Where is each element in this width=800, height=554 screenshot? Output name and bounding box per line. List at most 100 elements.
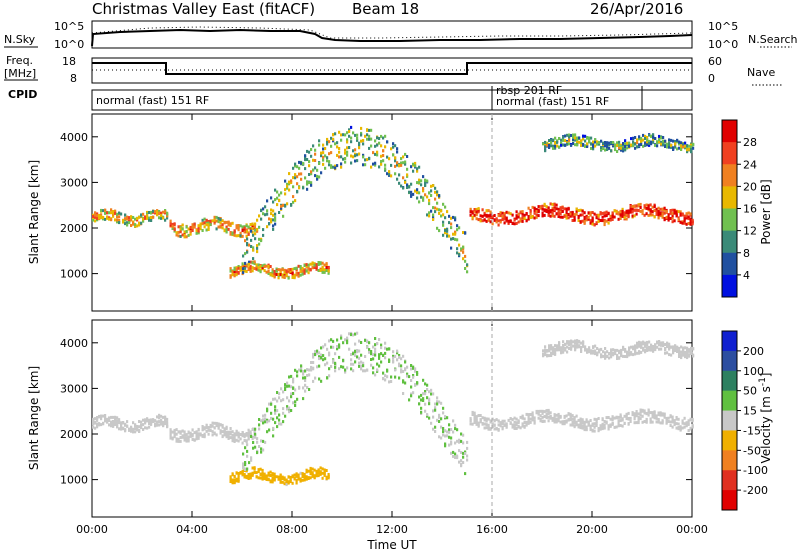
data-cell (586, 136, 589, 140)
data-cell (570, 342, 573, 346)
data-cell (436, 400, 439, 404)
ytick-label: 3000 (60, 382, 88, 395)
data-cell (150, 217, 153, 221)
data-cell (312, 355, 315, 359)
data-cell (602, 147, 605, 150)
data-cell (619, 424, 622, 427)
data-cell (277, 477, 280, 481)
data-cell (201, 218, 204, 222)
data-cell (609, 424, 612, 428)
data-cell (434, 425, 437, 429)
data-cell (624, 145, 627, 148)
data-cell (209, 219, 212, 223)
data-cell (229, 430, 232, 434)
data-cell (608, 141, 611, 145)
data-cell (689, 426, 692, 430)
data-cell (152, 418, 155, 422)
data-cell (593, 417, 596, 421)
data-cell (266, 407, 269, 411)
data-cell (328, 351, 331, 355)
data-cell (501, 425, 504, 429)
data-cell (410, 367, 413, 371)
data-cell (607, 221, 610, 225)
data-cell (248, 243, 251, 247)
data-cell (580, 345, 583, 349)
freq-trace (92, 62, 692, 75)
data-cell (542, 142, 545, 146)
data-cell (444, 429, 447, 433)
data-cell (689, 417, 692, 421)
data-cell (239, 471, 242, 475)
data-cell (312, 361, 315, 364)
data-cell (154, 424, 157, 428)
data-cell (138, 215, 141, 219)
data-cell (251, 472, 254, 476)
data-cell (116, 425, 119, 429)
data-cell (497, 428, 500, 432)
data-cell (595, 213, 598, 217)
data-cell (640, 345, 643, 349)
data-cell (242, 267, 245, 271)
data-cell (589, 424, 592, 428)
data-cell (635, 208, 638, 212)
data-cell (215, 227, 218, 231)
data-cell (617, 211, 620, 215)
data-cell (382, 159, 385, 163)
data-cell (671, 415, 674, 419)
data-cell (671, 425, 674, 429)
data-cell (262, 448, 265, 452)
data-cell (340, 165, 343, 169)
data-cell (126, 420, 129, 424)
data-cell (124, 222, 127, 226)
data-cell (582, 340, 585, 344)
data-cell (634, 146, 637, 150)
data-cell (424, 382, 427, 386)
data-cell (531, 411, 534, 415)
data-cell (652, 135, 655, 139)
data-cell (570, 346, 573, 350)
data-cell (309, 472, 312, 475)
data-cell (152, 215, 155, 219)
data-cell (350, 125, 353, 129)
data-cell (360, 353, 363, 357)
data-cell (197, 427, 200, 431)
data-cell (578, 344, 581, 348)
data-cell (454, 237, 457, 241)
data-cell (646, 138, 649, 142)
data-cell (513, 427, 516, 430)
data-cell (541, 207, 544, 211)
data-cell (104, 211, 107, 215)
data-cell (338, 150, 341, 154)
data-cell (262, 421, 265, 425)
data-cell (410, 364, 413, 367)
data-cell (124, 217, 127, 221)
data-cell (655, 212, 658, 216)
data-cell (531, 205, 534, 209)
data-cell (563, 415, 566, 419)
data-cell (100, 414, 103, 418)
data-cell (674, 142, 677, 146)
data-cell (177, 234, 180, 238)
data-cell (471, 217, 474, 221)
data-cell (529, 420, 532, 424)
data-cell (652, 347, 655, 350)
data-cell (374, 350, 377, 354)
data-cell (586, 350, 589, 354)
data-cell (354, 154, 357, 158)
data-cell (633, 417, 636, 421)
data-cell (229, 275, 232, 279)
data-cell (660, 142, 663, 146)
data-cell (544, 348, 547, 352)
data-cell (374, 353, 377, 357)
data-cell (263, 472, 266, 476)
data-cell (614, 143, 617, 147)
data-cell (402, 380, 405, 384)
data-cell (324, 154, 327, 158)
data-cell (233, 233, 236, 237)
data-cell (573, 218, 576, 222)
data-cell (564, 348, 567, 352)
data-cell (273, 270, 276, 273)
data-cell (189, 226, 192, 229)
data-cell (475, 213, 478, 217)
data-cell (142, 219, 145, 223)
